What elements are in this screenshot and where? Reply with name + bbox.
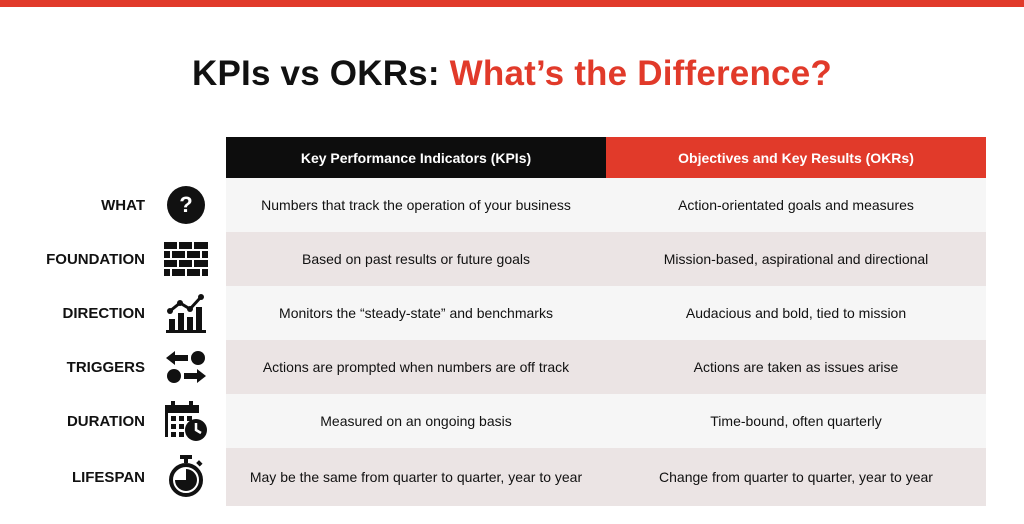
okr-cell: Change from quarter to quarter, year to … xyxy=(606,448,986,506)
kpi-cell: Measured on an ongoing basis xyxy=(226,394,606,448)
kpi-cell: Actions are prompted when numbers are of… xyxy=(226,340,606,394)
row-label: WHAT xyxy=(101,196,145,214)
kpi-cell: Monitors the “steady-state” and benchmar… xyxy=(226,286,606,340)
question-icon: ? xyxy=(164,185,208,225)
stopwatch-icon xyxy=(164,455,208,497)
page-title: KPIs vs OKRs: What’s the Difference? xyxy=(0,54,1024,94)
brick-wall-icon xyxy=(164,239,208,279)
row-label: LIFESPAN xyxy=(71,468,145,486)
okr-cell: Mission-based, aspirational and directio… xyxy=(606,232,986,286)
kpi-cell: May be the same from quarter to quarter,… xyxy=(226,448,606,506)
okr-cell: Audacious and bold, tied to mission xyxy=(606,286,986,340)
title-accent: What’s the Difference? xyxy=(449,54,832,93)
table-row: DIRECTION Monitors the “steady-state” an… xyxy=(0,286,1024,340)
svg-text:?: ? xyxy=(179,192,192,217)
table-row: DURATION Measured on an ongoing basis Ti… xyxy=(0,394,1024,448)
okr-cell: Actions are taken as issues arise xyxy=(606,340,986,394)
table-row: TRIGGERS Actions are prompted when numbe… xyxy=(0,340,1024,394)
okr-column-header: Objectives and Key Results (OKRs) xyxy=(606,137,986,178)
okr-cell: Time-bound, often quarterly xyxy=(606,394,986,448)
kpi-cell: Numbers that track the operation of your… xyxy=(226,178,606,232)
kpi-column-header: Key Performance Indicators (KPIs) xyxy=(226,137,606,178)
row-label: DIRECTION xyxy=(62,304,146,322)
table-row: FOUNDATION Based on past results or futu… xyxy=(0,232,1024,286)
top-accent-bar xyxy=(0,0,1024,7)
row-label: TRIGGERS xyxy=(66,358,145,376)
table-row: WHAT ? Numbers that track the operation … xyxy=(0,178,1024,232)
growth-chart-icon xyxy=(164,293,208,333)
kpi-cell: Based on past results or future goals xyxy=(226,232,606,286)
row-label: DURATION xyxy=(66,412,145,430)
table-row: LIFESPAN May be the same from quarter to… xyxy=(0,448,1024,506)
swap-arrows-icon xyxy=(164,347,208,387)
row-label: FOUNDATION xyxy=(46,250,145,268)
title-prefix: KPIs vs OKRs: xyxy=(192,54,450,93)
calendar-clock-icon xyxy=(164,401,208,441)
okr-cell: Action-orientated goals and measures xyxy=(606,178,986,232)
